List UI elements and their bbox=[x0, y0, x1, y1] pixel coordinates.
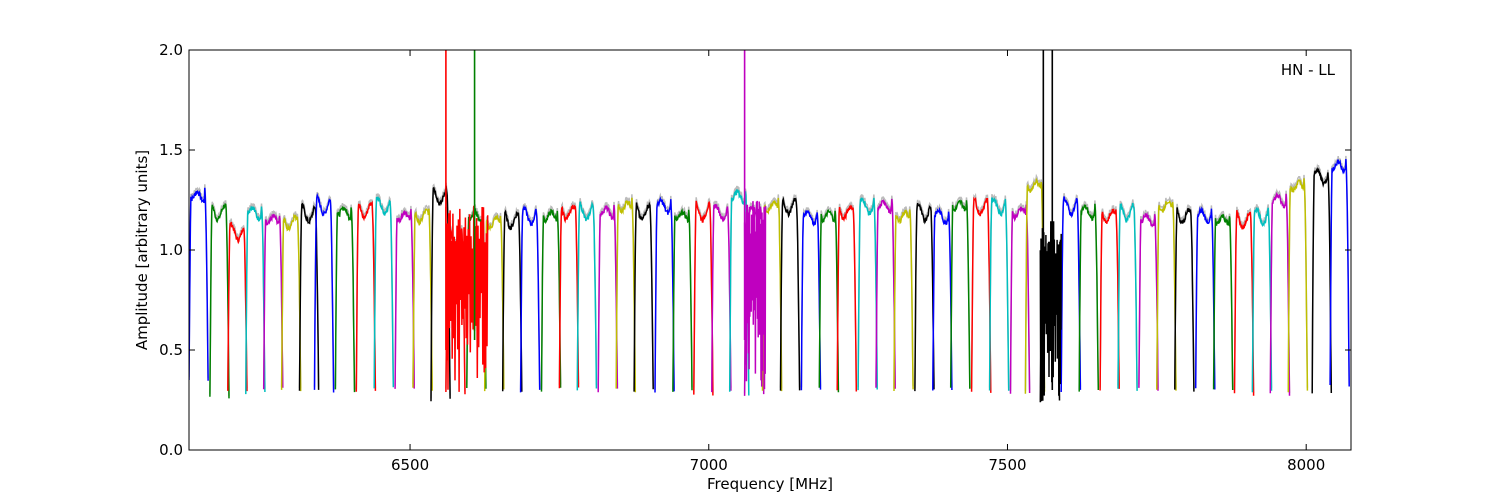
x-tick-label: 7000 bbox=[690, 456, 728, 474]
channel-line bbox=[501, 209, 523, 392]
noise-trace bbox=[743, 200, 767, 390]
channel-line bbox=[728, 189, 750, 396]
channel-line bbox=[1233, 210, 1255, 396]
channel-line bbox=[615, 197, 637, 393]
channel-line bbox=[1329, 159, 1350, 387]
y-axis-label: Amplitude [arbitrary units] bbox=[133, 150, 151, 350]
channel-line bbox=[1099, 208, 1120, 391]
channel-line bbox=[1251, 207, 1273, 393]
channel-line bbox=[558, 204, 580, 389]
channel-line bbox=[988, 197, 1010, 391]
channel-line bbox=[540, 208, 562, 392]
y-tick-label: 1.5 bbox=[159, 141, 183, 159]
channel-line bbox=[1311, 166, 1333, 394]
y-tick-label: 2.0 bbox=[159, 41, 183, 59]
channel-line bbox=[949, 199, 971, 389]
channel-line bbox=[914, 202, 935, 392]
background-trace bbox=[1269, 188, 1291, 394]
channel-line bbox=[394, 209, 415, 389]
background-trace bbox=[1287, 174, 1309, 390]
background-trace bbox=[245, 202, 266, 392]
channel-line bbox=[189, 187, 209, 381]
channel-line bbox=[1194, 206, 1216, 390]
background-trace bbox=[227, 218, 248, 389]
channel-line bbox=[412, 208, 433, 391]
y-tick-label: 0.5 bbox=[159, 341, 183, 359]
channel-line bbox=[932, 206, 953, 391]
background-trace bbox=[334, 202, 356, 390]
annotation-label: HN - LL bbox=[1281, 61, 1336, 79]
channel-line bbox=[800, 209, 822, 391]
background-trace bbox=[1212, 210, 1234, 388]
y-tick-label: 1.0 bbox=[159, 241, 183, 259]
channel-line bbox=[576, 200, 598, 391]
noise-trace bbox=[445, 205, 489, 392]
channel-line bbox=[970, 196, 992, 393]
channel-line bbox=[355, 200, 377, 392]
x-axis-label: Frequency [MHz] bbox=[707, 475, 833, 493]
channel-line bbox=[298, 202, 320, 391]
channel-line bbox=[1060, 196, 1082, 393]
x-tick-label: 8000 bbox=[1287, 456, 1325, 474]
channel-line bbox=[334, 206, 356, 393]
channel-line bbox=[711, 203, 732, 393]
channel-line bbox=[1212, 214, 1234, 391]
channel-line bbox=[1269, 191, 1291, 396]
channel-line bbox=[693, 200, 714, 396]
channel-line bbox=[280, 213, 302, 392]
background-trace bbox=[914, 199, 935, 389]
channel-line bbox=[779, 196, 801, 391]
channel-line bbox=[313, 192, 335, 393]
channel-line bbox=[519, 204, 541, 393]
background-trace bbox=[313, 191, 335, 391]
channel-line bbox=[430, 185, 451, 402]
channel-line bbox=[633, 201, 654, 392]
channel-line bbox=[836, 204, 858, 392]
y-tick-label: 0.0 bbox=[159, 441, 183, 459]
channel-line bbox=[245, 205, 266, 395]
channel-line bbox=[875, 198, 896, 389]
channel-line bbox=[857, 197, 878, 391]
channel-line bbox=[1174, 207, 1195, 392]
x-tick-label: 6500 bbox=[391, 456, 429, 474]
channel-line bbox=[893, 209, 914, 392]
channel-line bbox=[654, 196, 675, 393]
channel-line bbox=[1287, 178, 1309, 393]
background-trace bbox=[875, 195, 896, 386]
channel-line bbox=[262, 213, 284, 390]
channel-line bbox=[1117, 202, 1138, 391]
channel-line bbox=[1078, 203, 1100, 392]
series-layer bbox=[189, 50, 1350, 403]
channel-line bbox=[1156, 199, 1177, 391]
background-trace bbox=[1060, 193, 1082, 390]
channel-line bbox=[672, 208, 693, 392]
background-trace bbox=[1329, 155, 1350, 384]
x-tick-label: 7500 bbox=[988, 456, 1026, 474]
channel-line bbox=[818, 209, 840, 393]
channel-line bbox=[597, 205, 619, 393]
channel-line bbox=[1138, 211, 1159, 391]
tick-layer: 6500 7000 7500 8000 0.0 0.5 1.0 1.5 2.0 bbox=[159, 41, 1351, 474]
channel-line bbox=[1024, 177, 1046, 394]
channel-line bbox=[209, 203, 230, 399]
channel-line bbox=[373, 196, 395, 389]
channel-line bbox=[227, 221, 248, 392]
background-trace bbox=[970, 192, 992, 390]
